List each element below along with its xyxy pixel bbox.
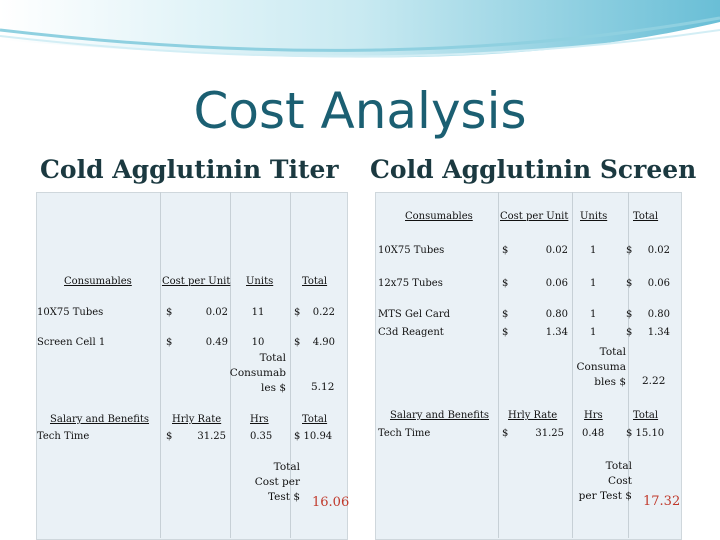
titer-header-rate: Hrly Rate bbox=[172, 414, 222, 425]
titer-labor-item: Tech Time bbox=[37, 431, 90, 442]
titer-header-consumables: Consumables bbox=[64, 276, 132, 287]
screen-row-total-currency: $ bbox=[626, 245, 633, 256]
screen-row-cost: 0.06 bbox=[545, 278, 568, 289]
titer-row-total: 4.90 bbox=[312, 337, 335, 348]
screen-header-rate: Hrly Rate bbox=[508, 410, 558, 421]
screen-labor-total: $ 15.10 bbox=[626, 428, 665, 439]
titer-header-units: Units bbox=[246, 276, 274, 287]
screen-header-hrs: Hrs bbox=[584, 410, 603, 421]
screen-row-units: 1 bbox=[590, 245, 597, 256]
screen-cost-per-test-label: Total Cost per Test $ bbox=[578, 460, 632, 502]
screen-row-cost: 0.80 bbox=[545, 309, 568, 320]
screen-divider bbox=[628, 192, 629, 538]
screen-row-total: 1.34 bbox=[647, 327, 670, 338]
screen-header-labor-total: Total bbox=[633, 410, 659, 421]
screen-divider bbox=[572, 192, 573, 538]
titer-labor-total: $ 10.94 bbox=[294, 431, 333, 442]
screen-labor-currency: $ bbox=[502, 428, 509, 439]
header-wave-decoration bbox=[0, 0, 720, 58]
screen-row-total-currency: $ bbox=[626, 309, 633, 320]
page-title: Cost Analysis bbox=[193, 82, 527, 140]
screen-row-cost: 1.34 bbox=[545, 327, 568, 338]
screen-total-consumables-value: 2.22 bbox=[642, 375, 666, 387]
screen-row-total-currency: $ bbox=[626, 327, 633, 338]
titer-header-cost: Cost per Unit bbox=[162, 276, 231, 287]
titer-row-units: 10 bbox=[251, 337, 265, 348]
screen-row-total-currency: $ bbox=[626, 278, 633, 289]
titer-divider bbox=[290, 192, 291, 538]
titer-divider bbox=[160, 192, 161, 538]
titer-divider bbox=[230, 192, 231, 538]
titer-header-hrs: Hrs bbox=[250, 414, 269, 425]
screen-row-units: 1 bbox=[590, 309, 597, 320]
titer-total-consumables-label: Total Consumab les $ bbox=[229, 352, 286, 394]
screen-cost-per-test-value: 17.32 bbox=[643, 494, 681, 509]
titer-subtitle: Cold Agglutinin Titer bbox=[40, 155, 339, 184]
titer-row-cost: 0.02 bbox=[205, 307, 228, 318]
screen-labor-item: Tech Time bbox=[378, 428, 431, 439]
titer-labor-hrs: 0.35 bbox=[250, 431, 273, 442]
screen-row-currency: $ bbox=[502, 278, 509, 289]
screen-row-units: 1 bbox=[590, 278, 597, 289]
screen-total-consumables-label: Total Consuma bles $ bbox=[576, 346, 627, 388]
titer-header-salary: Salary and Benefits bbox=[50, 414, 150, 425]
screen-header-salary: Salary and Benefits bbox=[390, 410, 490, 421]
screen-row-total: 0.80 bbox=[647, 309, 670, 320]
titer-total-consumables-value: 5.12 bbox=[311, 381, 335, 393]
screen-labor-rate: 31.25 bbox=[535, 428, 564, 439]
screen-row-total: 0.06 bbox=[647, 278, 670, 289]
screen-row-cost: 0.02 bbox=[545, 245, 568, 256]
titer-row-total: 0.22 bbox=[312, 307, 335, 318]
titer-labor-currency: $ bbox=[166, 431, 173, 442]
titer-panel bbox=[36, 192, 348, 540]
screen-row-item: 10X75 Tubes bbox=[378, 245, 445, 256]
screen-header-total: Total bbox=[633, 211, 659, 222]
screen-row-units: 1 bbox=[590, 327, 597, 338]
titer-labor-rate: 31.25 bbox=[197, 431, 226, 442]
screen-header-units: Units bbox=[580, 211, 608, 222]
titer-row-currency: $ bbox=[166, 337, 173, 348]
screen-panel bbox=[375, 192, 682, 540]
screen-divider bbox=[498, 192, 499, 538]
screen-row-item: 12x75 Tubes bbox=[378, 278, 443, 289]
titer-row-total-currency: $ bbox=[294, 307, 301, 318]
titer-header-total: Total bbox=[302, 276, 328, 287]
screen-row-total: 0.02 bbox=[647, 245, 670, 256]
titer-row-cost: 0.49 bbox=[205, 337, 228, 348]
screen-labor-hrs: 0.48 bbox=[582, 428, 605, 439]
screen-row-item: MTS Gel Card bbox=[378, 309, 451, 320]
screen-row-currency: $ bbox=[502, 327, 509, 338]
screen-row-item: C3d Reagent bbox=[378, 327, 444, 338]
titer-row-currency: $ bbox=[166, 307, 173, 318]
titer-row-item: 10X75 Tubes bbox=[37, 307, 104, 318]
titer-row-item: Screen Cell 1 bbox=[37, 337, 106, 348]
titer-row-units: 11 bbox=[251, 307, 265, 318]
titer-header-labor-total: Total bbox=[302, 414, 328, 425]
titer-row-total-currency: $ bbox=[294, 337, 301, 348]
screen-row-currency: $ bbox=[502, 245, 509, 256]
screen-row-currency: $ bbox=[502, 309, 509, 320]
screen-header-cost: Cost per Unit bbox=[500, 211, 569, 222]
titer-cost-per-test-value: 16.06 bbox=[312, 495, 350, 510]
screen-subtitle: Cold Agglutinin Screen bbox=[370, 155, 697, 184]
titer-cost-per-test-label: Total Cost per Test $ bbox=[254, 461, 300, 503]
screen-header-consumables: Consumables bbox=[405, 211, 473, 222]
